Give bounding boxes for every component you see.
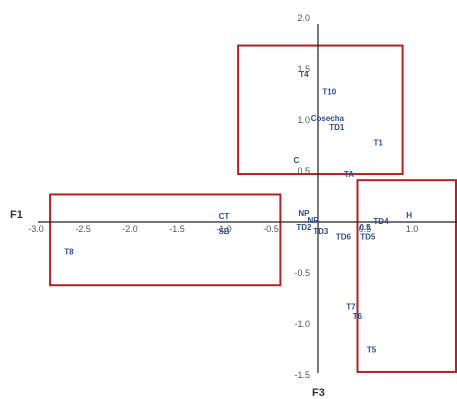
point-label: TD6 [336, 232, 352, 241]
point-label: TD4 [373, 217, 389, 226]
x-tick-label: -0.5 [263, 224, 279, 234]
point-label: C [293, 156, 299, 165]
x-tick-labels: -3.0-2.5-2.0-1.5-1.0-0.50.51.01 [28, 224, 457, 234]
point-label: CT [219, 212, 230, 221]
y-tick-label: -1.0 [294, 319, 310, 329]
y-axis-label: F3 [312, 387, 325, 399]
highlight-boxes [49, 44, 457, 373]
point-label: TD1 [329, 123, 345, 132]
point-label: T4 [299, 70, 309, 79]
y-tick-labels: 2.0 1.5 1.0 0.5 -0.5 -1.0 -1.5 [294, 13, 310, 380]
point-label: TA [344, 170, 354, 179]
point-label: NR [308, 216, 320, 225]
y-tick-label: 1.5 [297, 64, 310, 74]
x-tick-label: -2.0 [122, 224, 138, 234]
point-label: NP [298, 209, 310, 218]
highlight-box-lower-right-group [356, 179, 457, 373]
y-tick-label: -0.5 [294, 268, 310, 278]
point-label: TD2 [296, 223, 312, 232]
point-label: TD5 [360, 232, 376, 241]
x-tick-label: -2.5 [75, 224, 91, 234]
x-tick-label: 1.0 [406, 224, 419, 234]
point-label: T6 [353, 312, 363, 321]
point-label: T1 [373, 139, 383, 148]
point-label: SB [218, 227, 229, 236]
y-tick-label: -1.5 [294, 370, 310, 380]
point-label: T5 [367, 346, 377, 355]
x-tick-label: -1.5 [169, 224, 185, 234]
x-tick-label: -1.0 [216, 224, 232, 234]
point-label: T10 [322, 88, 336, 97]
y-tick-label: 1.0 [297, 115, 310, 125]
point-label: T7 [346, 303, 356, 312]
highlight-box-upper-group [237, 44, 404, 176]
point-label: H [406, 211, 412, 220]
axes [38, 24, 457, 373]
x-tick-label: 0.5 [359, 224, 372, 234]
y-tick-label: 0.5 [297, 166, 310, 176]
point-label: T8 [64, 248, 74, 257]
x-tick-label: -3.0 [28, 224, 44, 234]
y-tick-label: 2.0 [297, 13, 310, 23]
point-label: 0.5 [359, 223, 371, 232]
point-label: TD3 [313, 227, 329, 236]
highlight-box-left-group [49, 193, 282, 287]
x-axis-label: F1 [10, 209, 23, 221]
point-label: Cosecha [311, 114, 345, 123]
